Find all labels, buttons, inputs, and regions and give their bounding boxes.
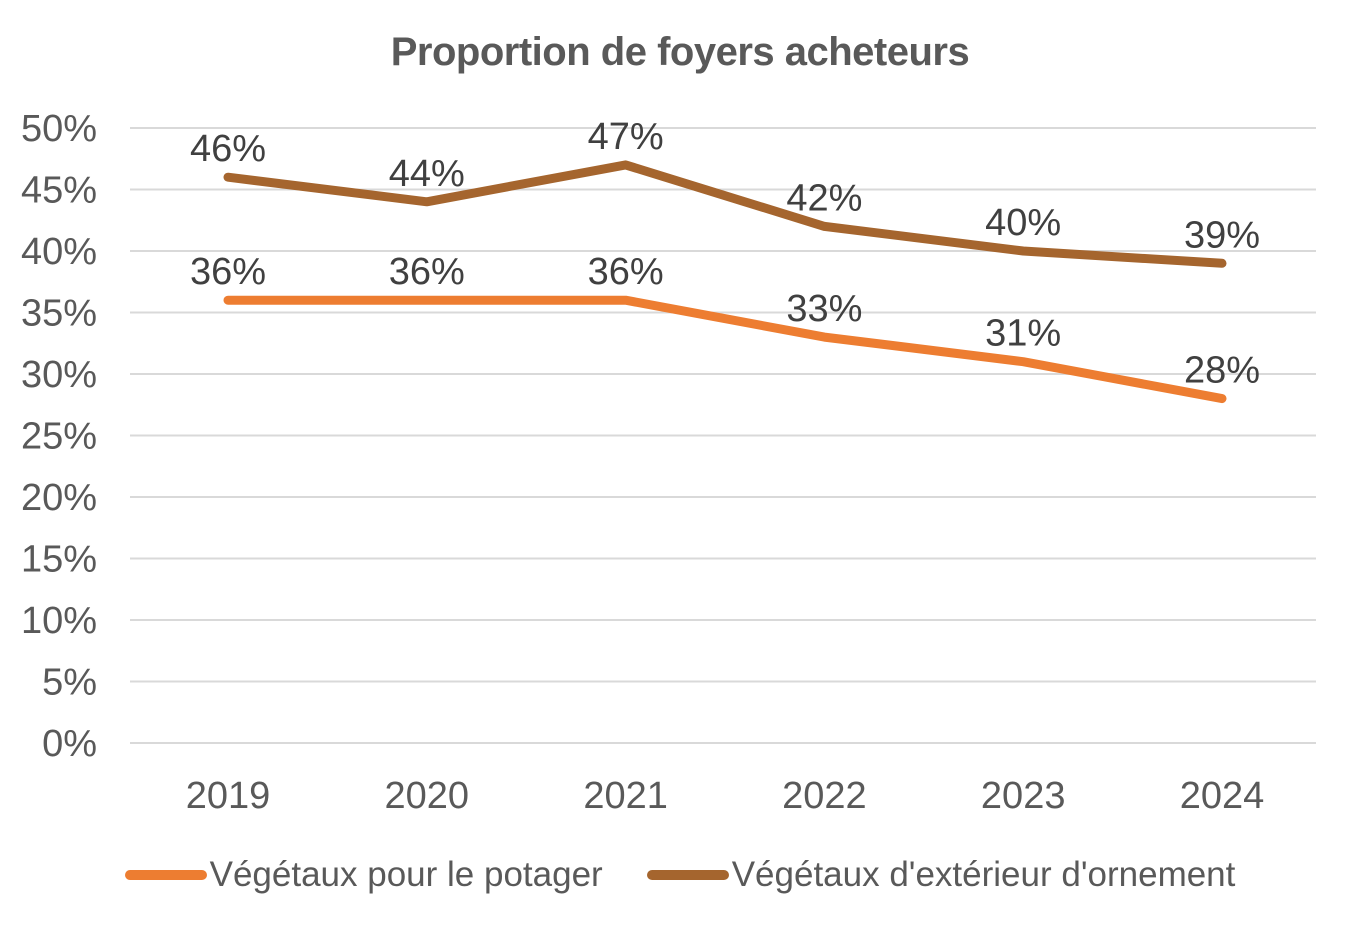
legend-swatch-potager-icon xyxy=(124,870,207,880)
data-label: 36% xyxy=(588,251,664,293)
x-axis-label: 2020 xyxy=(385,775,470,817)
x-axis-label: 2022 xyxy=(782,775,867,817)
legend-swatch-ornement-icon xyxy=(646,870,729,880)
legend-label-potager: Végétaux pour le potager xyxy=(209,855,603,894)
y-axis-tick-label: 50% xyxy=(21,108,97,150)
data-label: 36% xyxy=(190,251,266,293)
y-axis-tick-label: 45% xyxy=(21,170,97,212)
y-axis-tick-label: 30% xyxy=(21,354,97,396)
x-axis-label: 2024 xyxy=(1180,775,1265,817)
data-label: 39% xyxy=(1184,214,1260,256)
y-axis-tick-label: 35% xyxy=(21,293,97,335)
y-axis-tick-label: 20% xyxy=(21,477,97,519)
x-axis-label: 2021 xyxy=(583,775,668,817)
y-axis-tick-label: 0% xyxy=(42,723,97,765)
y-axis-tick-label: 10% xyxy=(21,600,97,642)
y-axis-tick-label: 5% xyxy=(42,662,97,704)
data-label: 31% xyxy=(985,313,1061,355)
data-label: 40% xyxy=(985,202,1061,244)
legend-label-ornement: Végétaux d'extérieur d'ornement xyxy=(731,855,1236,894)
legend: Végétaux pour le potager Végétaux d'exté… xyxy=(0,846,1360,904)
data-label: 33% xyxy=(786,288,862,330)
data-label: 44% xyxy=(389,153,465,195)
series-line-0 xyxy=(223,295,1227,404)
data-label: 28% xyxy=(1184,350,1260,392)
x-axis-label: 2023 xyxy=(981,775,1066,817)
y-axis-tick-label: 15% xyxy=(21,539,97,581)
data-label: 46% xyxy=(190,128,266,170)
data-label: 36% xyxy=(389,251,465,293)
data-label: 42% xyxy=(786,177,862,219)
chart-title: Proportion de foyers acheteurs xyxy=(390,30,970,74)
data-label: 47% xyxy=(588,116,664,158)
legend-item-potager: Végétaux pour le potager xyxy=(124,855,603,895)
y-axis-tick-label: 25% xyxy=(21,416,97,458)
legend-item-ornement: Végétaux d'extérieur d'ornement xyxy=(646,855,1236,895)
y-axis-tick-label: 40% xyxy=(21,231,97,273)
series-line-1 xyxy=(223,160,1227,268)
x-axis-label: 2019 xyxy=(186,775,271,817)
